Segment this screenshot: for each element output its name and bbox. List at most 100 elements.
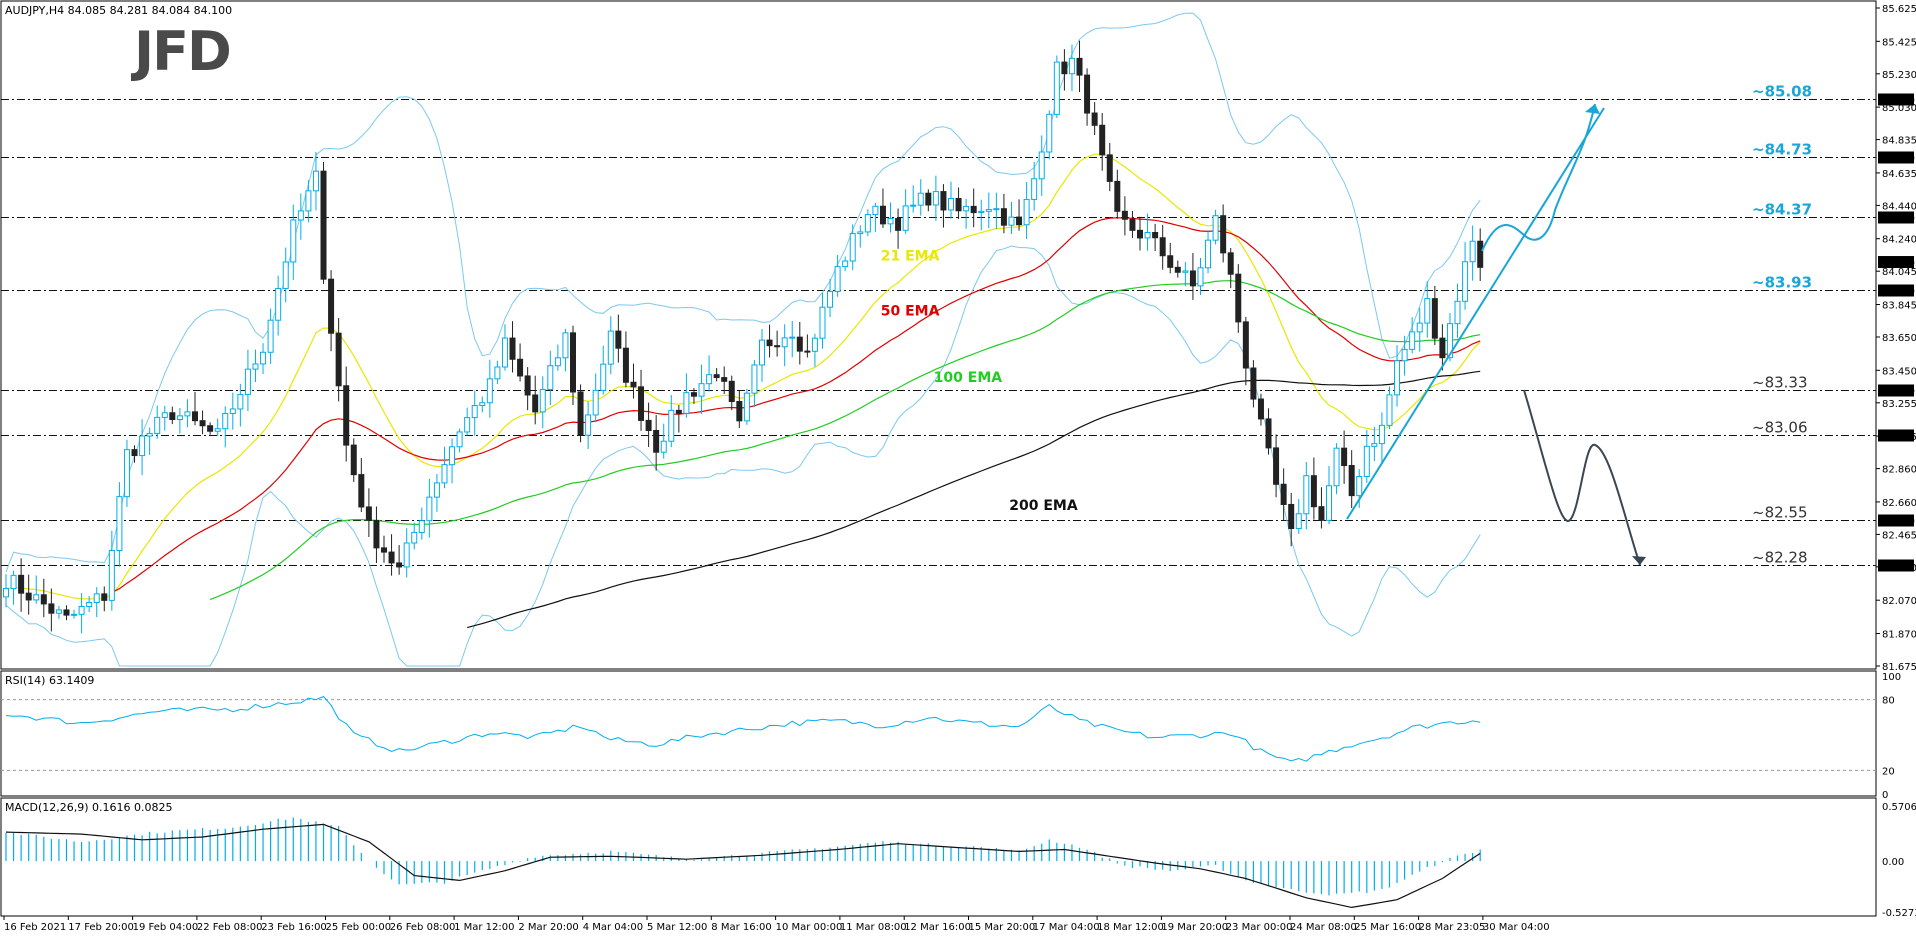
candle-body-86 bbox=[653, 429, 660, 453]
time-tick-label-2: 19 Feb 04:00 bbox=[133, 922, 199, 933]
candle-body-123 bbox=[932, 191, 939, 206]
candle-111 bbox=[842, 256, 849, 272]
candle-body-77 bbox=[585, 414, 592, 436]
candle-95 bbox=[721, 366, 728, 394]
level-label-5: ~83.06 bbox=[1752, 419, 1808, 437]
candle-24 bbox=[184, 399, 191, 428]
candle-25 bbox=[192, 391, 198, 426]
candle-body-0 bbox=[3, 588, 9, 598]
candle-body-63 bbox=[479, 402, 486, 407]
candle-14 bbox=[108, 530, 115, 611]
candle-68 bbox=[517, 343, 524, 382]
candle-body-72 bbox=[547, 365, 554, 390]
candle-4 bbox=[33, 575, 40, 604]
candle-body-108 bbox=[819, 306, 826, 339]
candle-body-65 bbox=[494, 366, 501, 380]
level-box-label-3: 83.930 bbox=[1880, 287, 1915, 298]
time-tick-label-15: 15 Mar 20:00 bbox=[969, 922, 1036, 933]
candle-body-164 bbox=[1242, 321, 1249, 369]
candle-body-170 bbox=[1288, 503, 1295, 530]
candle-body-53 bbox=[403, 542, 410, 568]
candle-16 bbox=[123, 439, 130, 507]
candle-body-192 bbox=[1454, 300, 1461, 325]
candle-body-73 bbox=[554, 357, 561, 367]
candle-19 bbox=[146, 427, 153, 455]
candle-body-29 bbox=[222, 413, 229, 430]
candle-body-68 bbox=[517, 358, 524, 377]
candle-137 bbox=[1038, 135, 1045, 196]
candle-157 bbox=[1189, 253, 1196, 300]
candle-158 bbox=[1197, 257, 1204, 295]
ema-label-0: 21 EMA bbox=[881, 248, 940, 264]
level-box-7 bbox=[1878, 559, 1914, 572]
rsi-line bbox=[5, 695, 1481, 762]
candle-182 bbox=[1378, 412, 1385, 463]
candle-168 bbox=[1273, 434, 1280, 498]
candle-body-181 bbox=[1371, 443, 1378, 447]
candle-166 bbox=[1257, 393, 1264, 426]
candle-body-27 bbox=[207, 425, 214, 432]
candle-35 bbox=[267, 308, 274, 364]
time-tick-label-9: 4 Mar 04:00 bbox=[583, 922, 643, 933]
candle-body-157 bbox=[1189, 270, 1196, 287]
candle-body-70 bbox=[532, 394, 539, 413]
candle-body-118 bbox=[895, 218, 902, 231]
candle-body-25 bbox=[192, 411, 198, 422]
candle-body-82 bbox=[622, 347, 629, 383]
candle-body-160 bbox=[1212, 215, 1219, 241]
candle-172 bbox=[1303, 461, 1310, 530]
candle-body-140 bbox=[1061, 61, 1068, 75]
candle-72 bbox=[547, 350, 554, 405]
candle-body-92 bbox=[698, 383, 705, 397]
candle-body-194 bbox=[1469, 240, 1476, 263]
candle-44 bbox=[335, 318, 342, 402]
level-label-4: ~83.33 bbox=[1752, 374, 1808, 392]
candle-28 bbox=[214, 418, 221, 437]
candle-188 bbox=[1424, 281, 1431, 338]
ema-labels: 21 EMA 50 EMA 100 EMA 200 EMA bbox=[881, 248, 1078, 514]
candle-body-35 bbox=[267, 319, 274, 353]
candle-87 bbox=[660, 423, 667, 459]
candle-body-139 bbox=[1053, 61, 1060, 115]
candle-178 bbox=[1348, 450, 1355, 509]
price-levels: ~85.08 ~84.73 ~84.37 ~83.93 ~83.33 ~83.06 ~82.… bbox=[1, 83, 1876, 567]
candle-body-155 bbox=[1174, 266, 1181, 273]
candle-91 bbox=[690, 388, 697, 404]
price-tick-label-7: 84.240 bbox=[1882, 235, 1916, 246]
candle-body-9 bbox=[71, 613, 78, 616]
rsi-title: RSI(14) 63.1409 bbox=[5, 674, 94, 687]
candle-114 bbox=[864, 209, 871, 237]
candle-body-61 bbox=[464, 417, 471, 433]
time-tick-label-4: 23 Feb 16:00 bbox=[261, 922, 327, 933]
candle-body-182 bbox=[1378, 424, 1385, 445]
candle-181 bbox=[1371, 426, 1378, 462]
candle-175 bbox=[1326, 465, 1332, 525]
price-tick-label-11: 83.450 bbox=[1882, 366, 1916, 377]
candle-body-112 bbox=[849, 233, 856, 262]
candle-body-18 bbox=[139, 435, 146, 457]
candle-body-101 bbox=[766, 339, 773, 347]
candle-body-43 bbox=[328, 278, 335, 334]
candle-body-42 bbox=[320, 170, 327, 280]
level-box-1 bbox=[1878, 151, 1914, 164]
rsi-panel-frame bbox=[0, 670, 1877, 797]
candle-body-167 bbox=[1265, 418, 1272, 449]
price-tick-label-3: 85.030 bbox=[1882, 103, 1916, 114]
time-tick-label-19: 23 Mar 00:00 bbox=[1226, 922, 1293, 933]
candle-173 bbox=[1310, 457, 1317, 520]
current-price-box bbox=[1878, 256, 1914, 269]
rsi-tick-label-0: 100 bbox=[1882, 672, 1901, 683]
candle-149 bbox=[1129, 210, 1136, 238]
candle-body-48 bbox=[365, 506, 372, 521]
candle-body-124 bbox=[940, 191, 947, 211]
candle-63 bbox=[479, 396, 486, 413]
candle-body-59 bbox=[449, 446, 456, 466]
price-tick-label-19: 81.870 bbox=[1882, 630, 1916, 641]
level-box-label-7: 82.280 bbox=[1880, 562, 1915, 573]
candle-7 bbox=[55, 605, 62, 619]
main-chart-title: AUDJPY,H4 84.085 84.281 84.084 84.100 bbox=[5, 4, 232, 17]
candle-3 bbox=[25, 574, 32, 615]
candle-body-34 bbox=[260, 351, 267, 365]
time-tick-label-8: 2 Mar 20:00 bbox=[518, 922, 578, 933]
candle-161 bbox=[1220, 204, 1227, 263]
